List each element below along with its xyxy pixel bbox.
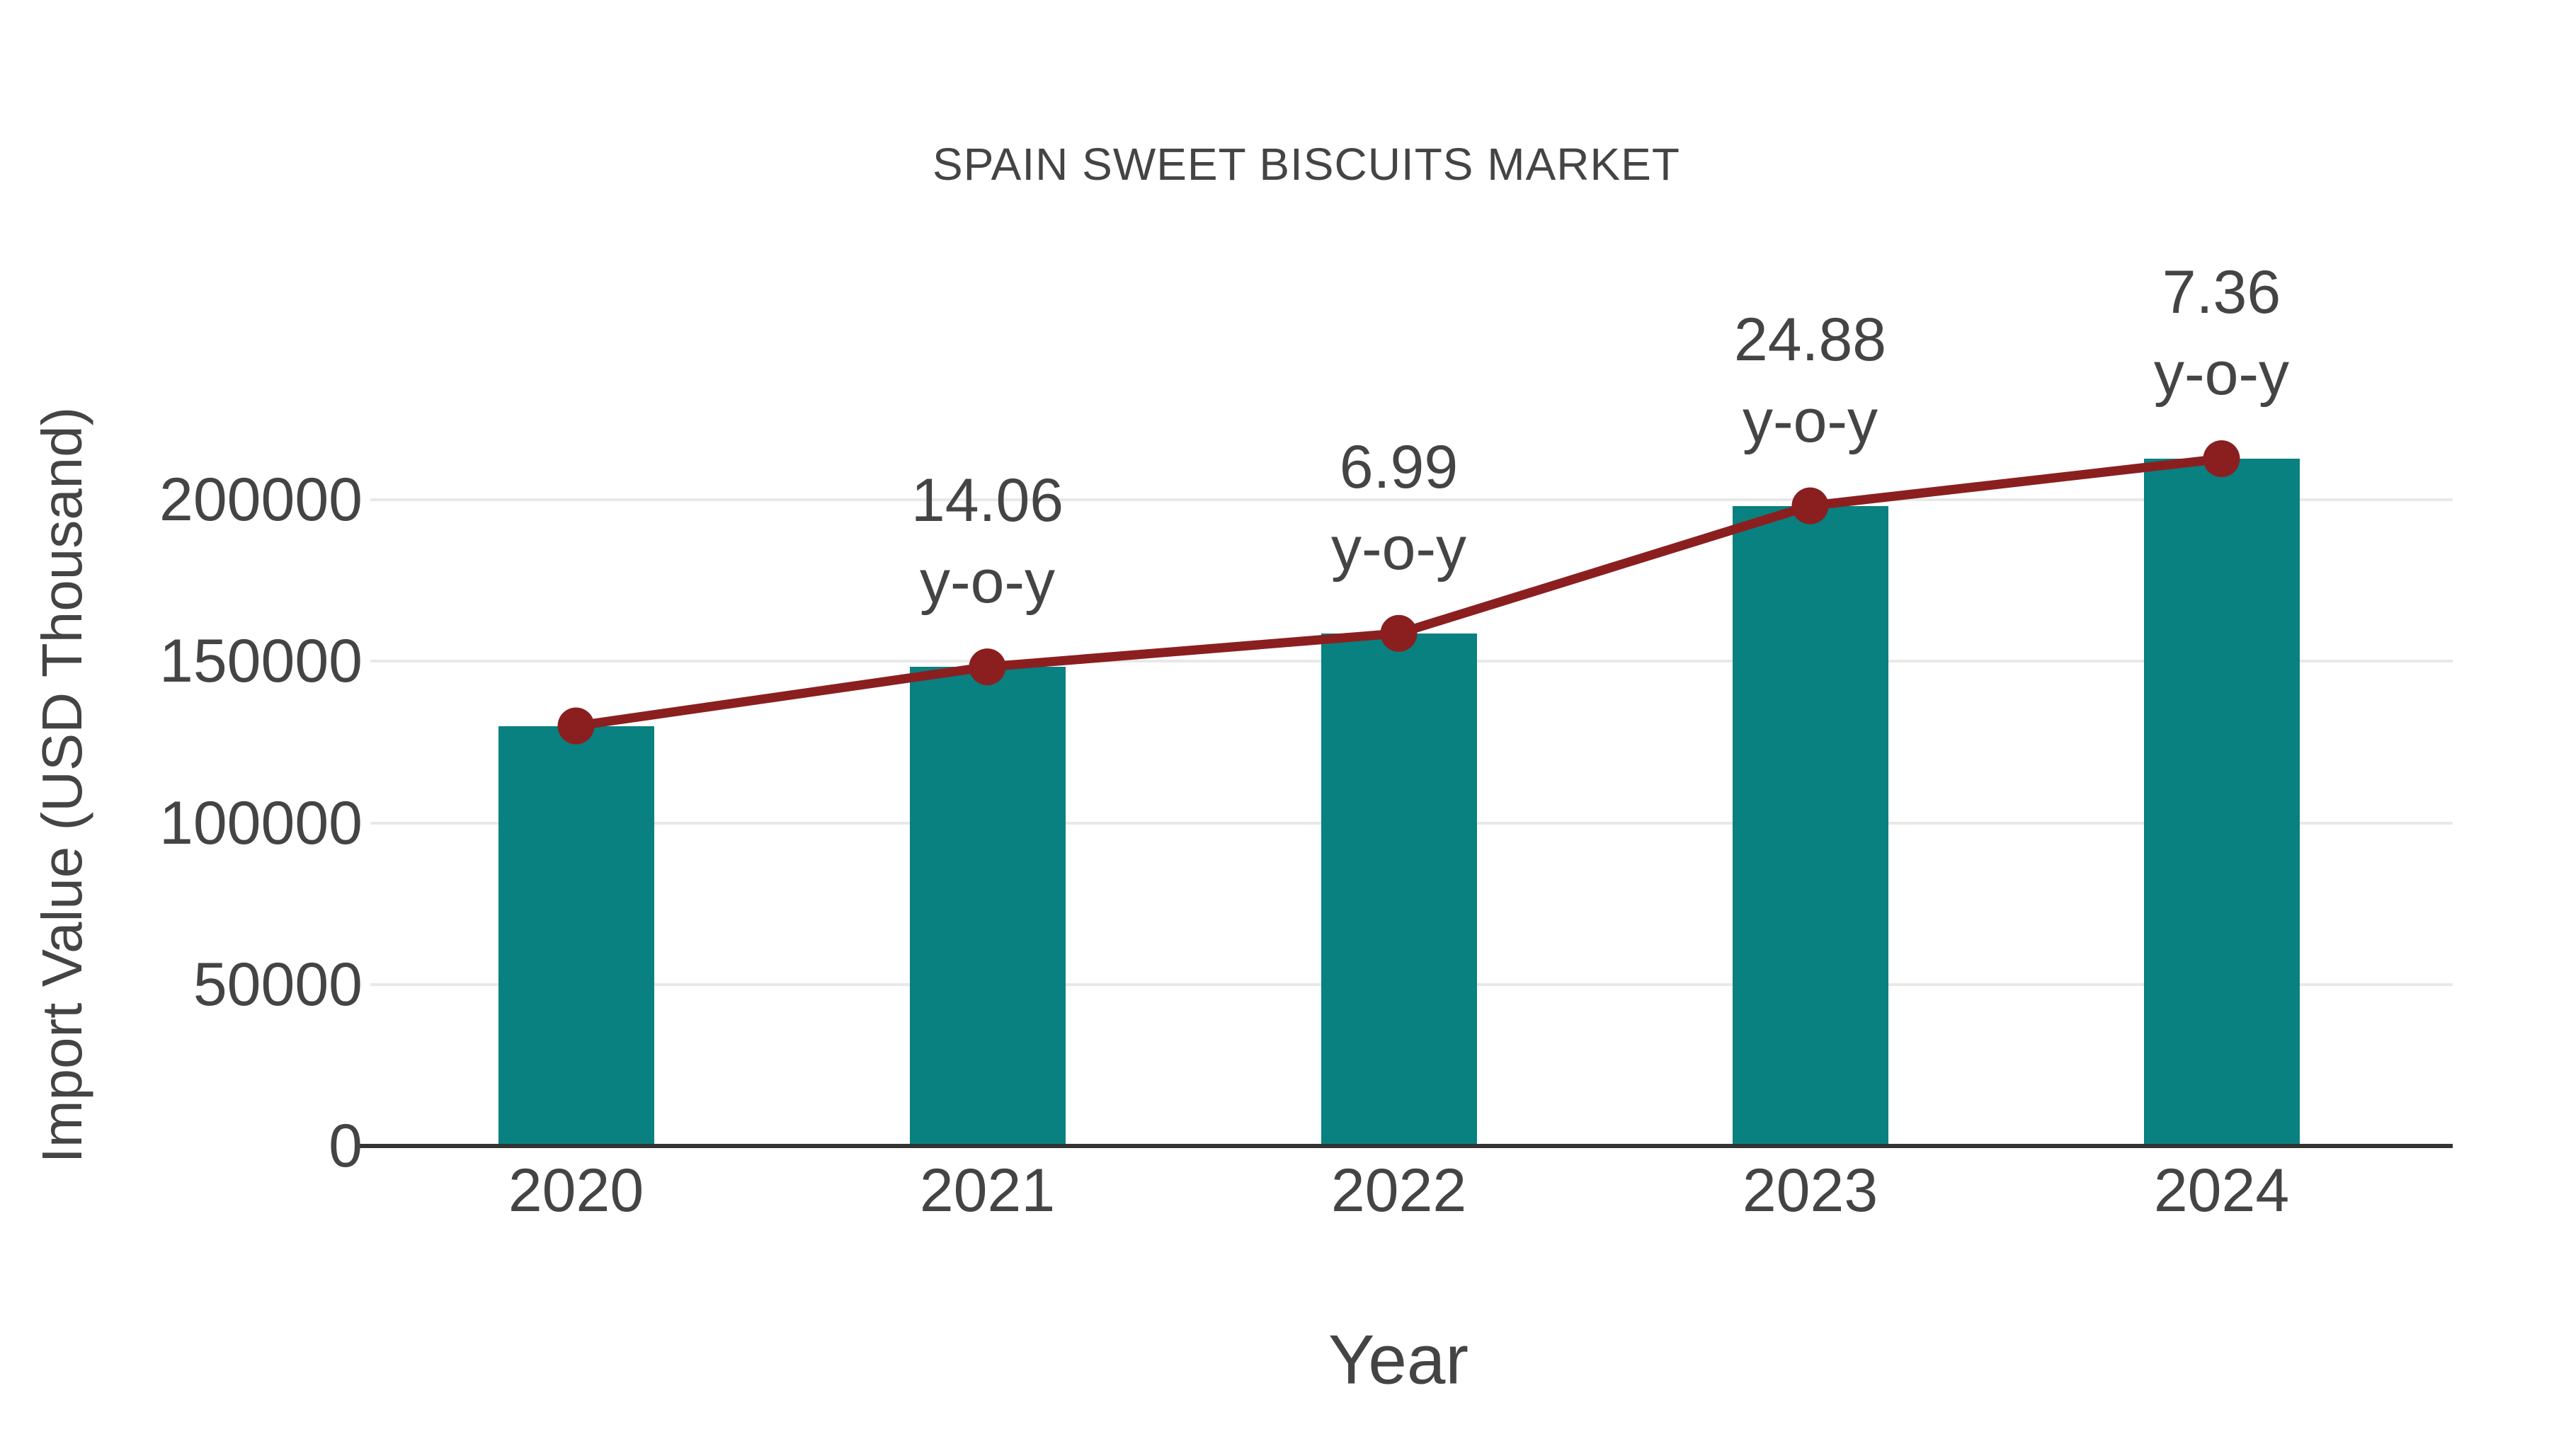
bar-2021 (909, 667, 1066, 1146)
y-tick-label: 150000 (159, 627, 363, 696)
yoy-value-label-2023: 24.88 (1733, 305, 1887, 374)
y-axis-title: Import Value (USD Thousand) (30, 406, 93, 1164)
yoy-caption-label-2024: y-o-y (2153, 340, 2290, 408)
bar-2024 (2143, 459, 2300, 1146)
yoy-caption-label-2021: y-o-y (919, 548, 1056, 617)
bar-2023 (1732, 505, 1888, 1146)
chart-title: SPAIN SWEET BISCUITS MARKET (933, 139, 1680, 190)
x-tick-label: 2020 (508, 1157, 644, 1225)
y-tick-label: 50000 (193, 950, 363, 1019)
spain-sweet-biscuits-chart: SPAIN SWEET BISCUITS MARKET Import Value… (28, 11, 2549, 1445)
yoy-value-label-2024: 7.36 (2162, 258, 2281, 327)
y-tick-label: 200000 (159, 466, 363, 534)
yoy-caption-label-2023: y-o-y (1742, 386, 1878, 455)
y-tick-label: 100000 (159, 789, 363, 857)
yoy-value-label-2022: 6.99 (1339, 432, 1459, 501)
x-axis-title: Year (1328, 1320, 1469, 1399)
x-tick-label: 2023 (1742, 1157, 1878, 1225)
yoy-caption-label-2022: y-o-y (1330, 514, 1467, 583)
bar-2022 (1321, 633, 1477, 1146)
x-tick-label: 2024 (2153, 1157, 2290, 1225)
bar-2020 (498, 726, 654, 1146)
y-tick-label: 0 (329, 1112, 363, 1180)
yoy-value-label-2021: 14.06 (911, 466, 1064, 535)
x-tick-label: 2022 (1330, 1157, 1467, 1225)
x-tick-label: 2021 (919, 1157, 1056, 1225)
x-axis-line (358, 1144, 2453, 1148)
